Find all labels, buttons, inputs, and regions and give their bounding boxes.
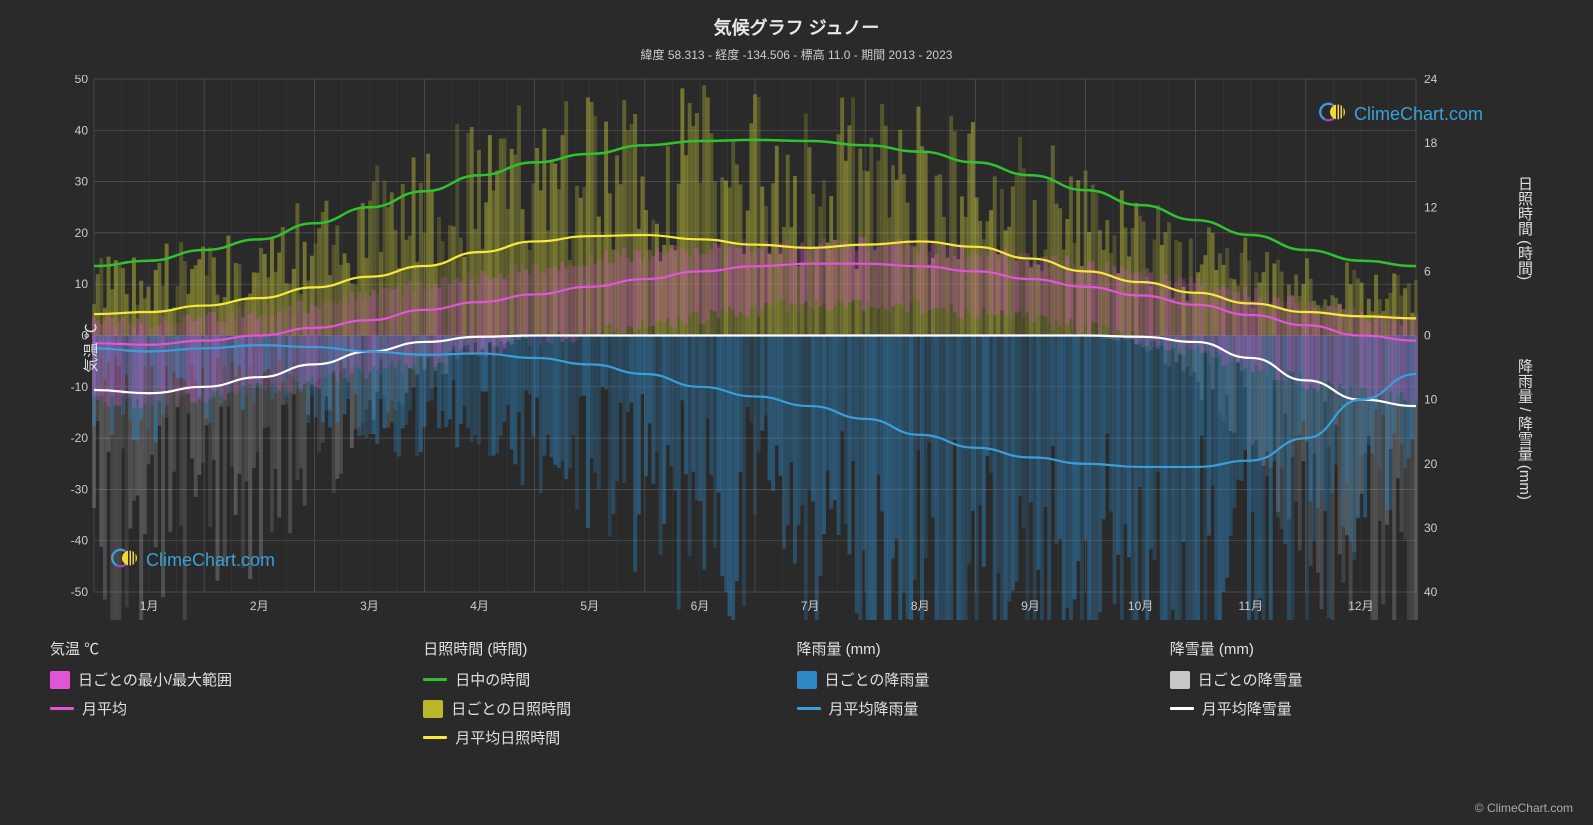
legend-item: 日ごとの降雪量 — [1170, 669, 1543, 690]
legend-label: 日ごとの日照時間 — [451, 698, 571, 719]
legend-label: 月平均 — [82, 698, 127, 719]
legend-swatch-icon — [423, 700, 443, 718]
svg-text:24: 24 — [1424, 75, 1438, 86]
plot-area: 気温 ℃ 日照時間 (時間) 降雨量 / 降雪量 (mm) -50 -40 -30 -… — [50, 75, 1543, 620]
svg-text:7月: 7月 — [801, 599, 820, 613]
legend-item: 月平均降雪量 — [1170, 698, 1543, 719]
chart-title: 気候グラフ ジュノー — [50, 14, 1543, 40]
legend-item: 月平均 — [50, 698, 423, 719]
legend-item: 月平均日照時間 — [423, 727, 796, 748]
svg-text:10: 10 — [1424, 393, 1438, 407]
climechart-logo-icon — [1318, 97, 1348, 132]
svg-text:5月: 5月 — [580, 599, 599, 613]
legend-title: 気温 ℃ — [50, 638, 423, 659]
svg-text:8月: 8月 — [911, 599, 930, 613]
climate-chart-container: 気候グラフ ジュノー 緯度 58.313 - 経度 -134.506 - 標高 … — [0, 0, 1593, 825]
svg-text:4月: 4月 — [470, 599, 489, 613]
svg-text:40: 40 — [1424, 585, 1438, 599]
svg-text:0: 0 — [1424, 329, 1431, 343]
svg-text:-50: -50 — [71, 585, 89, 599]
legend: 気温 ℃ 日ごとの最小/最大範囲月平均 日照時間 (時間) 日中の時間日ごとの日照時間… — [50, 638, 1543, 756]
svg-text:-20: -20 — [71, 431, 89, 445]
legend-line-icon — [1170, 707, 1194, 710]
y-axis-right-top-label: 日照時間 (時間) — [1514, 176, 1535, 280]
svg-text:6: 6 — [1424, 264, 1431, 278]
watermark-top-right: ClimeChart.com — [1318, 97, 1483, 132]
legend-swatch-icon — [50, 671, 70, 689]
legend-column: 日照時間 (時間) 日中の時間日ごとの日照時間月平均日照時間 — [423, 638, 796, 756]
legend-title: 降雨量 (mm) — [797, 638, 1170, 659]
legend-item: 日ごとの日照時間 — [423, 698, 796, 719]
svg-text:6月: 6月 — [691, 599, 710, 613]
legend-swatch-icon — [1170, 671, 1190, 689]
svg-text:50: 50 — [75, 75, 89, 86]
watermark-text: ClimeChart.com — [146, 550, 275, 571]
svg-text:12月: 12月 — [1348, 599, 1373, 613]
legend-item: 月平均降雨量 — [797, 698, 1170, 719]
svg-text:-10: -10 — [71, 380, 89, 394]
svg-text:12: 12 — [1424, 200, 1438, 214]
svg-text:18: 18 — [1424, 136, 1438, 150]
chart-subtitle: 緯度 58.313 - 経度 -134.506 - 標高 11.0 - 期間 2… — [50, 46, 1543, 63]
legend-line-icon — [797, 707, 821, 710]
legend-label: 月平均降雨量 — [829, 698, 919, 719]
svg-text:1月: 1月 — [140, 599, 159, 613]
legend-item: 日ごとの最小/最大範囲 — [50, 669, 423, 690]
plot-svg: -50-40-30-20-100102030405006121824102030… — [50, 75, 1460, 620]
legend-item: 日中の時間 — [423, 669, 796, 690]
legend-column: 気温 ℃ 日ごとの最小/最大範囲月平均 — [50, 638, 423, 756]
svg-text:20: 20 — [75, 226, 89, 240]
svg-text:3月: 3月 — [360, 599, 379, 613]
climechart-logo-icon — [110, 543, 140, 578]
copyright-text: © ClimeChart.com — [1475, 801, 1573, 815]
legend-label: 日中の時間 — [455, 669, 530, 690]
svg-text:11月: 11月 — [1239, 599, 1263, 613]
legend-label: 日ごとの最小/最大範囲 — [78, 669, 232, 690]
legend-title: 日照時間 (時間) — [423, 638, 796, 659]
legend-item: 日ごとの降雨量 — [797, 669, 1170, 690]
legend-line-icon — [50, 707, 74, 710]
legend-column: 降雨量 (mm) 日ごとの降雨量月平均降雨量 — [797, 638, 1170, 756]
svg-text:-40: -40 — [71, 534, 89, 548]
legend-label: 日ごとの降雪量 — [1198, 669, 1303, 690]
svg-text:10月: 10月 — [1128, 599, 1153, 613]
y-axis-left-label: 気温 ℃ — [80, 323, 101, 372]
legend-column: 降雪量 (mm) 日ごとの降雪量月平均降雪量 — [1170, 638, 1543, 756]
svg-text:30: 30 — [75, 175, 89, 189]
svg-text:20: 20 — [1424, 457, 1438, 471]
legend-title: 降雪量 (mm) — [1170, 638, 1543, 659]
y-axis-right-bottom-label: 降雨量 / 降雪量 (mm) — [1514, 358, 1535, 500]
svg-text:40: 40 — [75, 123, 89, 137]
legend-line-icon — [423, 678, 447, 681]
legend-swatch-icon — [797, 671, 817, 689]
svg-text:2月: 2月 — [250, 599, 269, 613]
watermark-text: ClimeChart.com — [1354, 104, 1483, 125]
watermark-bottom-left: ClimeChart.com — [110, 543, 275, 578]
svg-text:-30: -30 — [71, 482, 89, 496]
legend-line-icon — [423, 736, 447, 739]
legend-label: 月平均降雪量 — [1202, 698, 1292, 719]
svg-text:10: 10 — [75, 277, 89, 291]
svg-text:9月: 9月 — [1021, 599, 1040, 613]
svg-text:30: 30 — [1424, 521, 1438, 535]
legend-label: 月平均日照時間 — [455, 727, 560, 748]
legend-label: 日ごとの降雨量 — [825, 669, 930, 690]
